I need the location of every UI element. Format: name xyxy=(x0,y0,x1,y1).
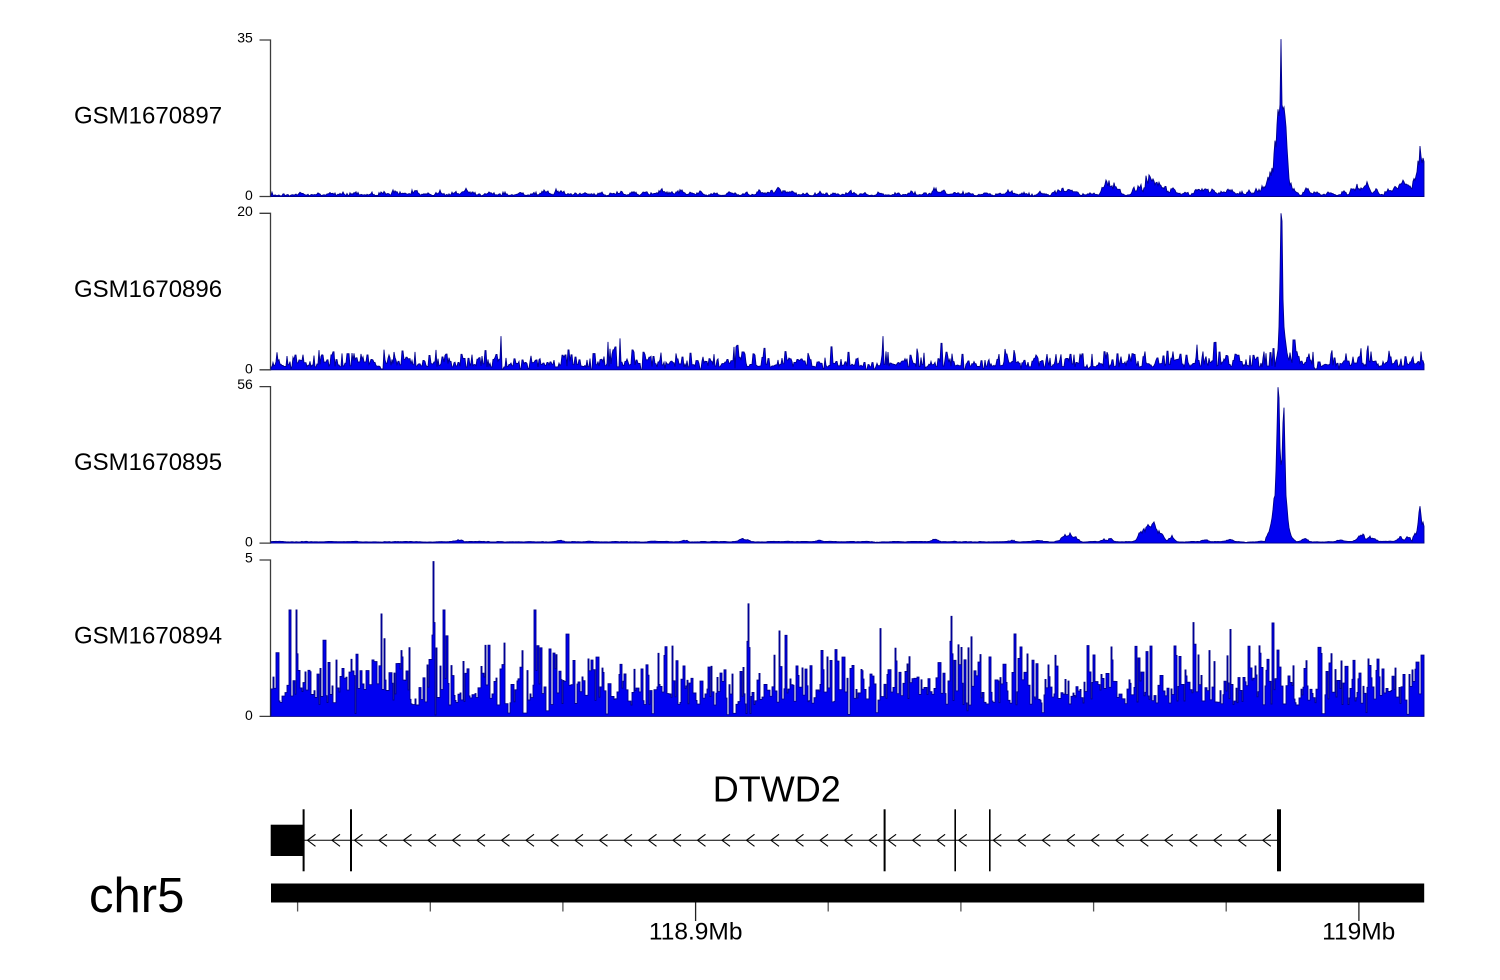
svg-text:GSM1670896: GSM1670896 xyxy=(74,276,222,303)
svg-text:20: 20 xyxy=(237,203,253,219)
svg-text:chr5: chr5 xyxy=(89,869,184,923)
svg-text:118.9Mb: 118.9Mb xyxy=(649,919,743,946)
svg-text:5: 5 xyxy=(245,550,253,566)
svg-text:0: 0 xyxy=(245,534,253,550)
svg-text:GSM1670894: GSM1670894 xyxy=(74,622,222,649)
svg-text:0: 0 xyxy=(245,360,253,376)
svg-text:DTWD2: DTWD2 xyxy=(713,769,841,810)
svg-text:GSM1670897: GSM1670897 xyxy=(74,103,222,130)
svg-text:0: 0 xyxy=(245,187,253,203)
svg-text:35: 35 xyxy=(237,30,253,46)
svg-text:GSM1670895: GSM1670895 xyxy=(74,449,222,476)
svg-text:0: 0 xyxy=(245,707,253,723)
svg-text:56: 56 xyxy=(237,376,253,392)
svg-text:119Mb: 119Mb xyxy=(1322,919,1395,946)
